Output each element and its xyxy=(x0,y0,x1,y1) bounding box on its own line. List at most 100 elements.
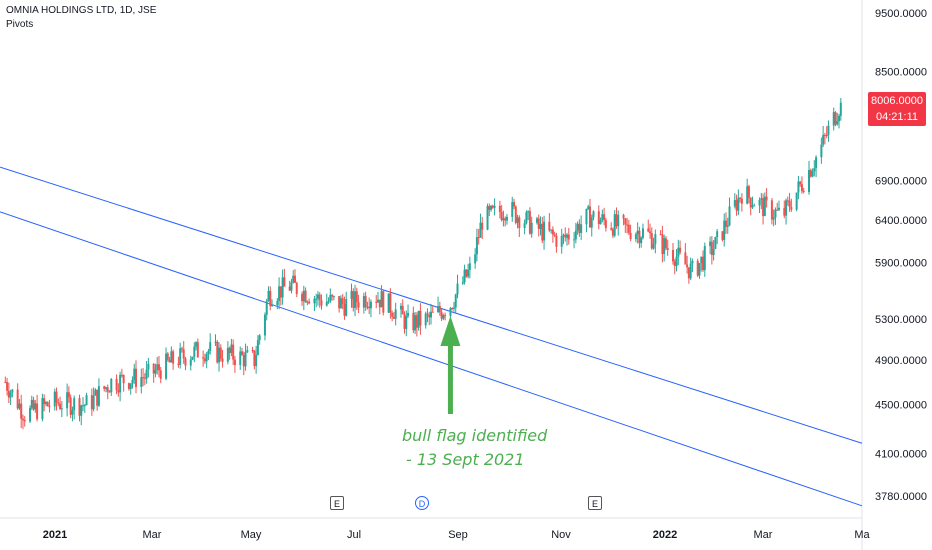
candle-body xyxy=(246,350,249,353)
candle-body xyxy=(327,301,330,303)
candle-body xyxy=(451,308,454,310)
candle-body xyxy=(615,214,618,227)
candle-body xyxy=(32,399,35,410)
candle-body xyxy=(209,342,212,351)
candle-body xyxy=(652,244,655,249)
candle-body xyxy=(783,207,786,216)
candle-body xyxy=(714,236,717,249)
candle-body xyxy=(438,305,441,313)
candle-body xyxy=(809,170,812,177)
y-tick-label: 4100.0000 xyxy=(875,448,927,460)
earnings-icon[interactable]: E xyxy=(588,496,602,510)
candle-body xyxy=(263,314,266,336)
candle-body xyxy=(301,294,304,302)
price-axis[interactable]: 9500.0000 8500.0000 6900.0000 6400.0000 5900… xyxy=(875,8,927,503)
candle-body xyxy=(412,312,415,331)
candle-body xyxy=(184,358,187,366)
candle-body xyxy=(823,134,826,136)
candle-body xyxy=(97,386,100,406)
candle-body xyxy=(352,291,355,308)
candle-body xyxy=(634,234,637,240)
candle-body xyxy=(157,364,160,371)
x-tick-label: May xyxy=(241,529,262,541)
candle-body xyxy=(463,269,466,283)
candle-body xyxy=(721,231,724,240)
y-tick-label: 5900.0000 xyxy=(875,258,927,270)
dividend-icon[interactable]: D xyxy=(415,496,429,510)
candle-body xyxy=(203,358,206,362)
annotation-line-1: bull flag identified xyxy=(402,426,548,445)
candle-body xyxy=(566,234,569,238)
candle-body xyxy=(790,207,793,210)
candle-body xyxy=(389,293,392,313)
candle-body xyxy=(523,223,526,229)
candle-body xyxy=(281,277,284,298)
indicator-label[interactable]: Pivots xyxy=(6,19,34,30)
candle-body xyxy=(461,282,464,284)
candle-body xyxy=(304,290,307,303)
candle-body xyxy=(233,359,236,366)
candle-body xyxy=(677,247,680,257)
candle-body xyxy=(255,354,258,367)
candle-body xyxy=(518,217,521,229)
candle-body xyxy=(313,298,316,304)
candle-body xyxy=(839,102,842,116)
trendline[interactable] xyxy=(0,211,863,507)
candle-body xyxy=(269,290,272,306)
candle-body xyxy=(315,298,318,300)
symbol-title[interactable]: OMNIA HOLDINGS LTD, 1D, JSE xyxy=(6,5,157,16)
y-tick-label: 6900.0000 xyxy=(875,176,927,188)
candle-body xyxy=(548,221,551,231)
candle-body xyxy=(345,298,348,316)
candle-body xyxy=(20,403,23,419)
candle-body xyxy=(795,192,798,210)
candle-body xyxy=(765,196,768,201)
candle-body xyxy=(664,238,667,248)
candle-body xyxy=(774,209,777,218)
candle-body xyxy=(122,375,125,384)
candle-body xyxy=(525,212,528,224)
candle-body xyxy=(832,112,835,126)
x-tick-label: 2022 xyxy=(653,529,677,541)
candle-body xyxy=(306,301,309,303)
candle-body xyxy=(267,290,270,301)
candle-body xyxy=(825,135,828,137)
candle-body xyxy=(378,299,381,308)
candle-body xyxy=(9,392,12,398)
candle-body xyxy=(576,223,579,231)
candle-body xyxy=(129,383,132,389)
candle-body xyxy=(159,370,162,379)
candle-body xyxy=(152,363,155,374)
candle-body xyxy=(627,224,630,233)
candle-body xyxy=(189,359,192,366)
candle-body xyxy=(127,383,130,389)
candle-body xyxy=(629,232,632,240)
time-axis[interactable]: 2021 Mar May Jul Sep Nov 2022 Mar Ma xyxy=(43,529,871,541)
candle-body xyxy=(811,171,814,177)
candle-body xyxy=(477,237,480,239)
candle-body xyxy=(702,256,705,271)
candle-body xyxy=(218,347,221,363)
candle-body xyxy=(638,230,641,244)
y-tick-label: 8500.0000 xyxy=(875,66,927,78)
candle-body xyxy=(590,217,593,228)
earnings-icon[interactable]: E xyxy=(330,496,344,510)
candle-body xyxy=(133,368,136,380)
candle-body xyxy=(44,402,47,404)
candle-body xyxy=(513,202,516,207)
candle-body xyxy=(78,398,81,416)
candle-body xyxy=(143,377,146,379)
y-tick-label: 6400.0000 xyxy=(875,215,927,227)
candle-body xyxy=(709,241,712,247)
candle-body xyxy=(140,377,143,387)
candle-body xyxy=(131,379,134,384)
candle-body xyxy=(663,238,666,255)
candle-body xyxy=(154,369,157,374)
candle-body xyxy=(4,381,7,383)
candle-body xyxy=(332,296,335,298)
candle-body xyxy=(703,246,706,271)
candle-body xyxy=(30,399,33,408)
candle-body xyxy=(48,406,51,408)
candle-body xyxy=(786,200,789,202)
